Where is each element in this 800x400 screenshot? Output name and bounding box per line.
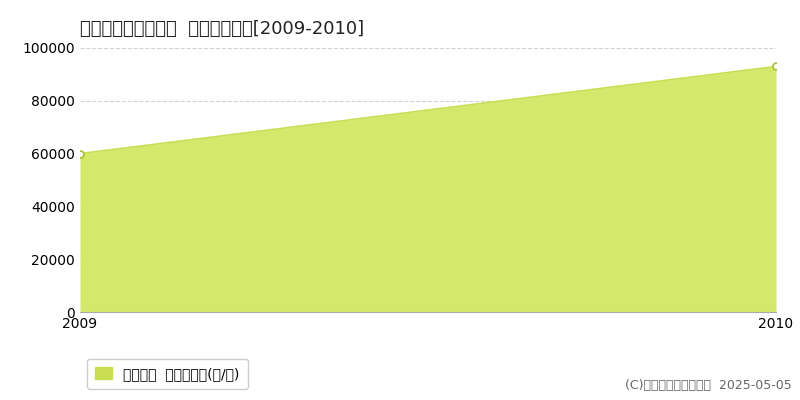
Legend: 農地価格  平均坤単価(円/坤): 農地価格 平均坤単価(円/坤) [87, 358, 248, 389]
Point [74, 150, 86, 157]
Text: (C)土地価格ドットコム  2025-05-05: (C)土地価格ドットコム 2025-05-05 [626, 379, 792, 392]
Point [770, 63, 782, 70]
Text: 吉野郡大淡町佐名伝  農地価格推移[2009-2010]: 吉野郡大淡町佐名伝 農地価格推移[2009-2010] [80, 20, 364, 38]
